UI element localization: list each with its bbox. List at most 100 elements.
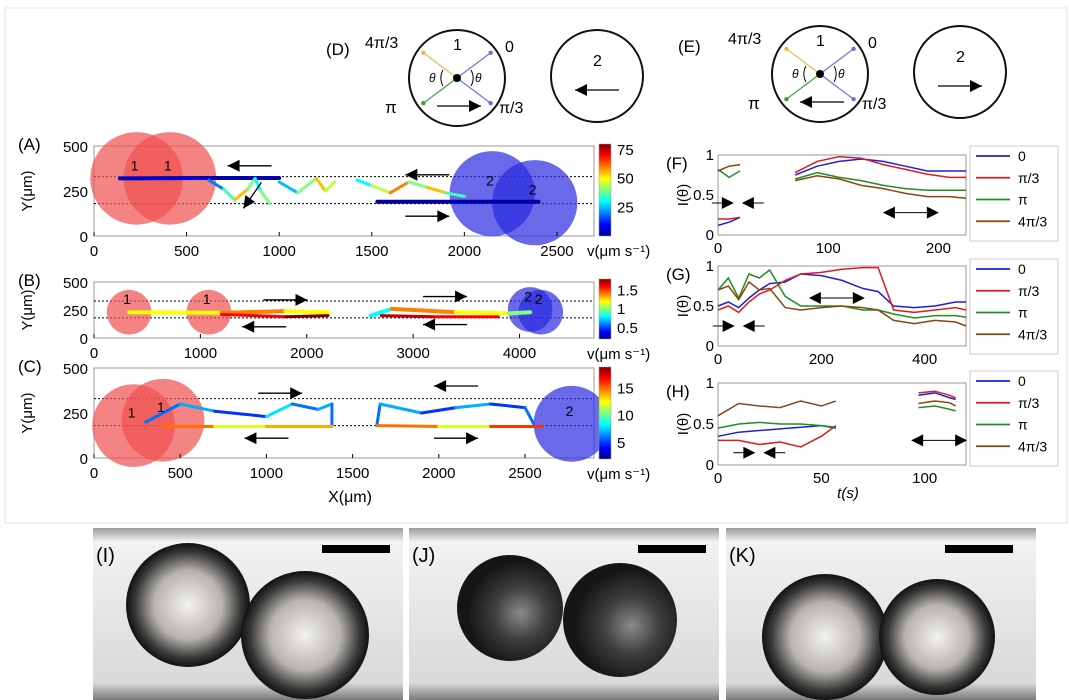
droplet-I-2 xyxy=(241,571,369,699)
micrograph-K: (K) xyxy=(726,528,1036,700)
droplet-label-3: 2 xyxy=(529,182,537,198)
x-tick-label: 0 xyxy=(90,465,98,482)
legend-label-2: π xyxy=(1018,192,1028,208)
panel-letter-J: (J) xyxy=(412,545,435,567)
legend-label-3: 4π/3 xyxy=(1018,213,1047,229)
legend-box xyxy=(969,370,1059,467)
y-axis-label: Y(μm) xyxy=(19,392,36,433)
series-line-2-1 xyxy=(918,405,956,412)
x-tick-label: 1500 xyxy=(336,465,369,482)
colorbar-tick-label: 0.5 xyxy=(617,320,638,337)
y-tick-label: 0 xyxy=(706,457,714,474)
x-tick-label: 200 xyxy=(926,240,951,257)
label-4pi3: 4π/3 xyxy=(728,31,761,48)
direction-arrow-2-head xyxy=(434,380,447,392)
direction-arrow-1-head xyxy=(244,432,257,445)
droplet-K-1 xyxy=(762,574,888,700)
panel-letter-H: (H) xyxy=(666,382,690,401)
droplet-1-label: 1 xyxy=(816,33,825,50)
panel-letter-A: (A) xyxy=(18,135,41,154)
droplet-marker-3 xyxy=(518,289,564,335)
trajectory-2-segment xyxy=(296,176,318,195)
y-axis-label: I(θ) xyxy=(675,295,692,318)
trajectory-3-segment xyxy=(370,184,392,195)
diverge-icon-right xyxy=(955,434,968,447)
plot-area xyxy=(717,154,967,236)
trajectory-1-segment xyxy=(222,187,237,202)
droplet-2-arrow-head xyxy=(575,84,587,96)
direction-arrow-1-head xyxy=(405,168,418,181)
droplet-1-outline xyxy=(408,29,506,127)
colorbar xyxy=(598,278,612,340)
trajectory-3-segment xyxy=(379,314,436,319)
legend-label-3: 4π/3 xyxy=(1018,326,1047,342)
arrow-pi-line xyxy=(786,73,821,100)
trajectory-1-segment xyxy=(246,176,257,191)
trajectory-2-segment xyxy=(453,310,511,316)
direction-arrow-0-head xyxy=(227,159,240,172)
series-line-0-1 xyxy=(918,392,956,401)
x-tick-label: 0 xyxy=(714,240,722,257)
converge-icon-right xyxy=(763,446,776,459)
x-tick-label: 2000 xyxy=(448,243,481,260)
droplet-2-arrow-head xyxy=(970,80,982,92)
trajectory-2-segment xyxy=(323,180,337,193)
trajectory-1-segment xyxy=(253,176,263,193)
trajectory-2-segment xyxy=(378,402,424,415)
trajectory-0-segment xyxy=(316,402,334,411)
diverge-icon-left xyxy=(911,434,924,447)
converge-icon-right xyxy=(741,197,754,209)
diverge-icon-left xyxy=(808,292,821,304)
y-tick-label: 0.5 xyxy=(693,298,714,315)
x-tick-label: 400 xyxy=(912,351,937,368)
droplet-1-arrow-head xyxy=(469,100,481,112)
droplet-J-2 xyxy=(563,563,677,677)
series-line-3-0 xyxy=(717,280,967,327)
trajectory-3-segment xyxy=(425,185,448,195)
panel-letter-K: (K) xyxy=(729,545,756,567)
legend-label-3: 4π/3 xyxy=(1018,438,1047,454)
trajectory-1-segment xyxy=(207,178,226,191)
trajectory-2-segment xyxy=(523,406,536,426)
droplet-K-2 xyxy=(879,579,995,695)
x-tick-label: 50 xyxy=(813,470,830,487)
theta-label-left: θ xyxy=(429,71,436,85)
converge-icon-left xyxy=(721,197,734,209)
arrow-pi3-line xyxy=(819,73,854,100)
droplet-marker-1 xyxy=(121,378,205,462)
arrow-0-tip xyxy=(851,46,856,51)
series-line-0-1 xyxy=(794,158,966,176)
series-line-1-0 xyxy=(718,425,837,448)
droplet-label-1: 1 xyxy=(203,291,211,307)
series-line-2-0 xyxy=(717,168,741,179)
droplet-label-2: 2 xyxy=(524,288,532,304)
diagram-D: (D) θ θ 1 4π/3 0 π π/3 2 xyxy=(326,29,644,127)
series-line-2-1 xyxy=(794,171,966,191)
theta-label-left: θ xyxy=(792,67,799,81)
droplet-J-1 xyxy=(457,555,563,661)
diverge-icon-right xyxy=(852,292,865,304)
legend-label-0: 0 xyxy=(1018,148,1026,164)
y-axis-label: I(θ) xyxy=(675,184,692,207)
theta-label-right: θ xyxy=(475,71,482,85)
trajectory-2-segment xyxy=(420,406,458,415)
converge-icon-left xyxy=(722,320,735,332)
signal-xlabel: t(s) xyxy=(837,485,859,502)
droplet-label-0: 1 xyxy=(131,157,139,173)
plot-area xyxy=(717,382,967,466)
y-tick-label: 0.5 xyxy=(693,416,714,433)
droplet-label-1: 1 xyxy=(157,399,165,415)
trajectory-1-segment xyxy=(259,189,272,206)
colorbar-tick-label: 25 xyxy=(617,199,634,216)
theta-arc-left xyxy=(440,69,444,87)
series-line-3-1 xyxy=(794,175,967,199)
droplet-label-2: 2 xyxy=(566,403,574,419)
x-tick-label: 1000 xyxy=(250,465,283,482)
colorbar-tick-label: 1.5 xyxy=(617,282,638,299)
x-tick-label: 3000 xyxy=(396,345,429,362)
trajectory-2-segment xyxy=(277,180,300,195)
y-tick-label: 250 xyxy=(63,184,88,201)
panel-letter-B: (B) xyxy=(18,271,41,290)
y-axis-label: Y(μm) xyxy=(19,289,36,330)
trajectory-2-segment xyxy=(506,310,533,316)
